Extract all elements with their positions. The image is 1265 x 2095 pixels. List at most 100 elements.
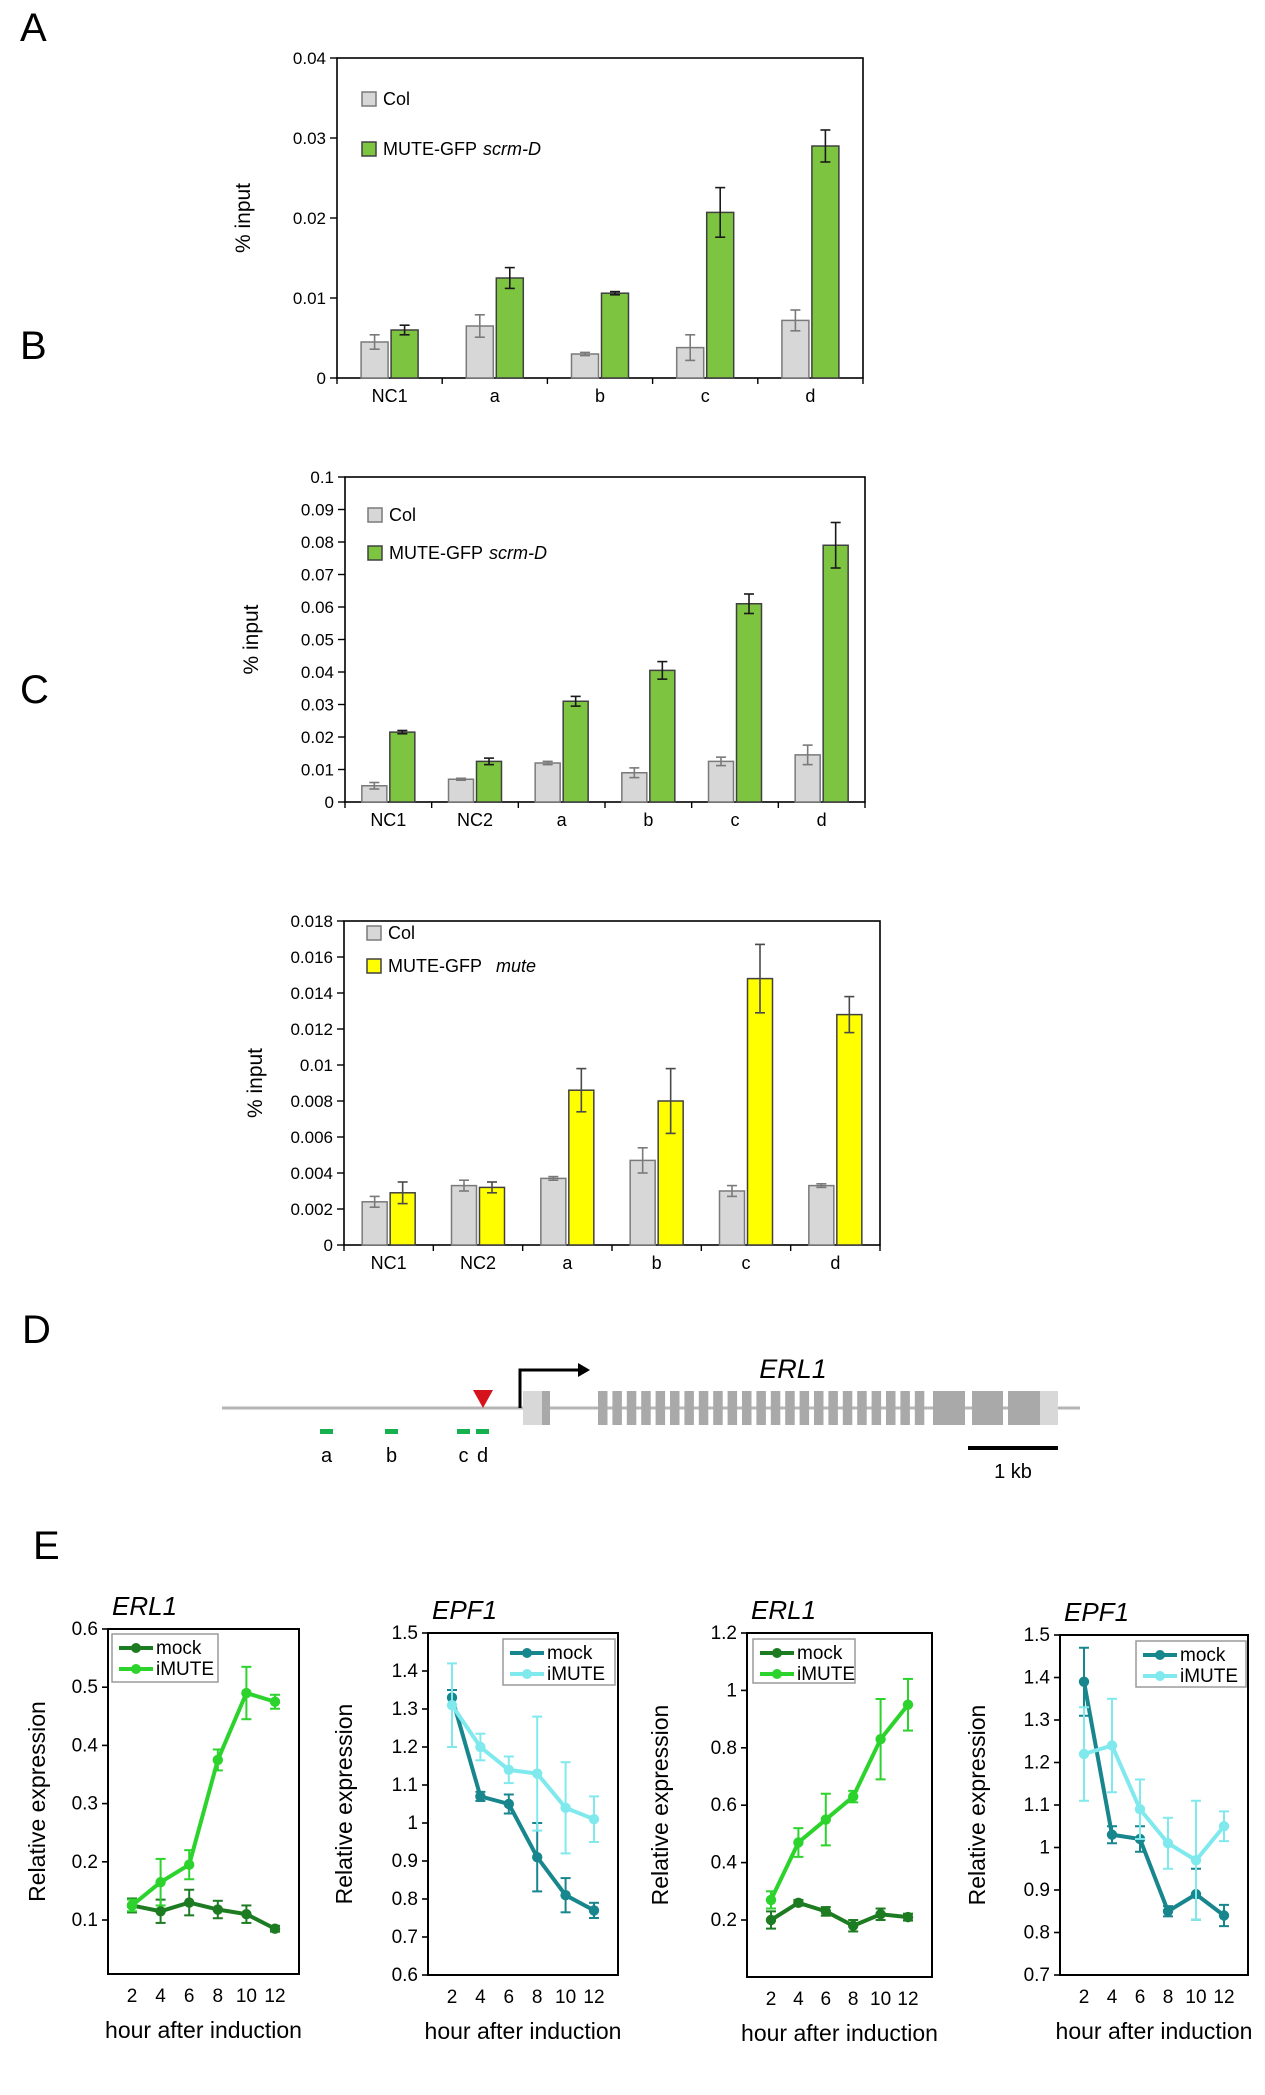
legend-swatch	[366, 925, 382, 941]
y-tick-label: 0.03	[301, 696, 334, 715]
legend-box	[111, 1633, 219, 1683]
category-label: a	[557, 810, 568, 830]
x-axis-title: hour after induction	[741, 2020, 938, 2046]
data-point	[155, 1906, 166, 1917]
y-tick-label: 0.1	[310, 468, 334, 487]
exon-box	[542, 1391, 550, 1425]
bar	[735, 603, 763, 803]
y-tick-label: 0.9	[392, 1851, 418, 1872]
data-point	[765, 1914, 777, 1926]
bar	[361, 1201, 388, 1246]
panel-c-label: C	[20, 668, 49, 712]
y-tick-label: 0.02	[301, 728, 334, 747]
legend-box	[1135, 1640, 1247, 1688]
bar	[465, 325, 495, 379]
data-point	[184, 1859, 195, 1870]
plot-frame	[427, 1632, 619, 1976]
y-tick-label: 0.4	[711, 1853, 738, 1874]
utr3-box	[1040, 1391, 1058, 1425]
y-tick-label: 0	[325, 793, 334, 812]
y-tick-label: 0.5	[72, 1677, 98, 1698]
y-tick-label: 0.012	[290, 1020, 333, 1039]
category-label: NC1	[372, 386, 408, 406]
legend-marker	[1155, 1671, 1165, 1681]
y-tick-label: 1.2	[711, 1623, 737, 1644]
data-point	[875, 1733, 886, 1745]
legend-label: Col	[389, 505, 416, 525]
data-point	[212, 1754, 223, 1766]
legend-swatch	[366, 958, 382, 974]
data-point	[1106, 1829, 1118, 1840]
y-tick-label: 0.9	[1024, 1880, 1050, 1901]
y-tick-label: 1.4	[1024, 1668, 1051, 1689]
exon-box	[799, 1391, 810, 1425]
category-label: d	[817, 810, 827, 830]
y-tick-label: 1.5	[392, 1623, 418, 1644]
y-tick-label: 0.08	[301, 533, 334, 552]
y-axis-title: % input	[240, 604, 263, 674]
data-point	[820, 1814, 831, 1825]
chart-title: ERL1	[751, 1595, 816, 1625]
exon-box	[900, 1391, 910, 1425]
category-label: NC1	[371, 1253, 407, 1273]
y-tick-label: 0	[324, 1236, 333, 1255]
x-tick-label: 4	[1107, 1987, 1118, 2008]
x-axis-title: hour after induction	[425, 2018, 622, 2044]
x-tick-label: 12	[264, 1986, 285, 2007]
panel-b-label: B	[20, 324, 47, 368]
y-tick-label: 0.006	[290, 1128, 333, 1147]
x-tick-label: 10	[236, 1986, 257, 2007]
exon-box	[626, 1391, 637, 1425]
y-tick-label: 0.09	[301, 501, 334, 520]
y-tick-label: 0.018	[290, 912, 333, 931]
bar	[478, 1186, 506, 1246]
data-point	[532, 1852, 543, 1863]
bar	[836, 1013, 863, 1246]
data-point	[475, 1741, 486, 1753]
x-tick-label: 6	[1135, 1987, 1146, 2008]
data-point	[588, 1905, 600, 1916]
data-point	[560, 1890, 571, 1901]
data-point	[126, 1900, 138, 1911]
x-tick-label: 12	[1213, 1987, 1234, 2008]
y-tick-label: 1.3	[1024, 1710, 1050, 1731]
transcription-start-arrow	[518, 1368, 580, 1408]
legend-label: iMUTE	[156, 1659, 214, 1680]
scale-bar-label: 1 kb	[994, 1461, 1032, 1483]
y-tick-label: 0.01	[293, 289, 326, 308]
data-point	[269, 1923, 281, 1934]
bar	[562, 700, 589, 803]
data-point	[184, 1897, 195, 1908]
bar	[746, 977, 774, 1246]
y-tick-label: 0.8	[711, 1738, 737, 1759]
chip-amplicon-mark	[385, 1429, 398, 1434]
y-tick-label: 0.3	[72, 1794, 98, 1815]
y-axis-title: Relative expression	[331, 1704, 357, 1905]
legend-marker	[522, 1669, 532, 1679]
y-tick-label: 1	[1039, 1838, 1050, 1859]
y-tick-label: 1.1	[392, 1775, 418, 1796]
chip-amplicon-mark	[476, 1429, 489, 1434]
y-tick-label: 0.6	[711, 1795, 737, 1816]
legend-marker	[131, 1664, 141, 1674]
bar	[811, 145, 840, 379]
category-label: b	[595, 386, 605, 406]
legend-marker	[1155, 1650, 1165, 1660]
y-tick-label: 0.2	[711, 1910, 737, 1931]
plot-frame	[344, 476, 866, 803]
exon-box	[727, 1391, 738, 1425]
x-tick-label: 4	[155, 1986, 166, 2007]
data-point	[241, 1908, 252, 1920]
exon-box	[871, 1391, 882, 1425]
bar	[629, 1159, 656, 1246]
panel-a-label: A	[20, 6, 47, 50]
amplicon-label: d	[477, 1445, 488, 1467]
x-tick-label: 8	[1163, 1987, 1174, 2008]
bar	[447, 778, 475, 803]
exon-box	[1008, 1391, 1040, 1425]
data-point	[765, 1894, 777, 1906]
y-tick-label: 0.03	[293, 129, 326, 148]
category-label: c	[701, 386, 710, 406]
transcription-start-arrowhead	[578, 1363, 590, 1377]
y-axis-title: % input	[232, 183, 255, 253]
